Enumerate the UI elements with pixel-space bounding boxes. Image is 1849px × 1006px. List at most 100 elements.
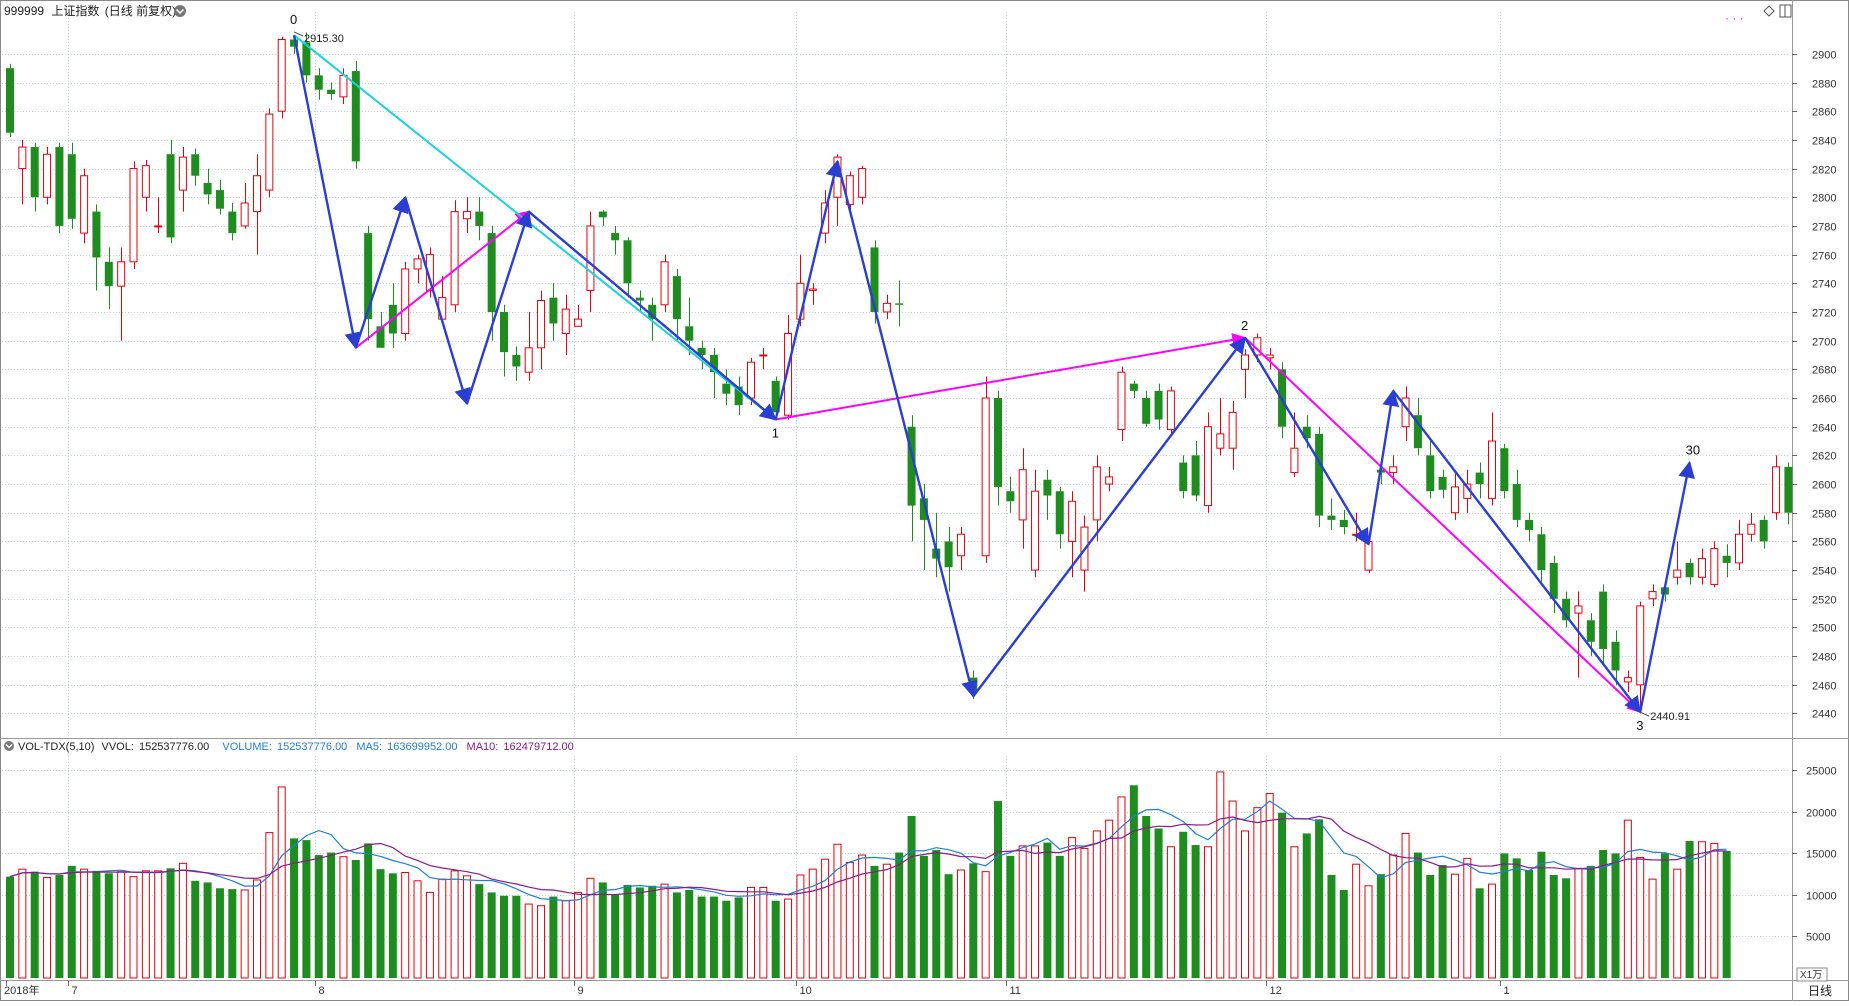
volume-bar [1475, 888, 1484, 978]
candle [1722, 544, 1731, 578]
candle [771, 376, 780, 420]
volume-bar [6, 876, 14, 978]
volume-bar [450, 870, 459, 979]
volume-bar [1352, 863, 1361, 979]
candle [1562, 591, 1571, 628]
volume-bar [635, 887, 644, 978]
price-axis: 2440 2460 2480 2500 2520 2540 2560 2580 2600 2620… [1792, 50, 1836, 721]
candle [858, 165, 867, 205]
volume-bar [228, 889, 237, 978]
panel-toggle-icon[interactable] [1779, 4, 1792, 18]
candle [191, 148, 200, 186]
volume-bar [462, 875, 471, 979]
wave-segment [527, 210, 777, 421]
chart-mode: (日线 前复权) [105, 3, 176, 18]
volume-bar [92, 870, 101, 978]
candle [1315, 426, 1324, 528]
candle [1413, 398, 1422, 456]
candle [1784, 462, 1793, 525]
price-tick-label: 2660 [1812, 394, 1836, 406]
volume-tick-label: 15000 [1806, 849, 1837, 861]
price-tick-label: 2500 [1812, 623, 1836, 635]
volume-bar [141, 870, 150, 979]
volume-bar [339, 856, 348, 979]
wave-segment [1244, 337, 1642, 714]
candle [104, 247, 113, 310]
candle [1154, 383, 1163, 430]
volume-bar [1080, 847, 1089, 979]
candle [1191, 441, 1200, 502]
volume-bar [240, 889, 249, 979]
volume-bar [1241, 830, 1249, 979]
volume-bar [771, 900, 780, 978]
wave-segment [354, 195, 409, 349]
volume-bar [808, 868, 817, 979]
period-label[interactable]: 日线 [1808, 984, 1832, 998]
volume-bar [796, 874, 805, 979]
price-tick-label: 2540 [1812, 566, 1836, 578]
volume-bar [586, 877, 595, 979]
candle [1648, 584, 1657, 606]
candle [1043, 469, 1052, 520]
wave-label: 0 [290, 12, 297, 27]
price-tick-label: 2580 [1812, 509, 1836, 521]
wave-segment [972, 336, 1247, 698]
candle [895, 280, 904, 327]
price-tick-label: 2440 [1812, 709, 1836, 721]
candle [6, 63, 14, 138]
volume-bar [944, 874, 953, 978]
wave-label: 3 [1636, 718, 1643, 733]
volume-bar [277, 786, 286, 979]
volume-bar [1203, 846, 1212, 979]
volume-bar [1006, 855, 1015, 978]
volume-bar [253, 879, 261, 979]
volume-bar [1117, 796, 1126, 979]
diamond-icon[interactable] [1763, 5, 1775, 17]
price-tick-label: 2760 [1812, 251, 1836, 263]
date-tick-label: 9 [578, 985, 584, 997]
volume-bar [969, 863, 978, 978]
volume-bar [290, 838, 299, 978]
price-tick-label: 2680 [1812, 365, 1836, 377]
symbol-name: 上证指数 [51, 3, 99, 18]
volume-bar [1426, 874, 1435, 978]
wave-segment [465, 209, 533, 405]
ma5-label: MA5: [356, 741, 382, 753]
candle [1623, 670, 1632, 692]
volume-bar [351, 860, 360, 978]
volume-bar [1265, 793, 1274, 979]
volume-bar [833, 843, 842, 979]
candle [1710, 541, 1719, 588]
candle [1512, 469, 1521, 528]
chevron-down-icon[interactable] [174, 5, 186, 17]
price-tick-label: 2860 [1812, 107, 1836, 119]
chevron-down-icon[interactable] [4, 741, 14, 751]
volume-bar [1129, 785, 1138, 978]
volume-indicator: VOL-TDX(5,10) [18, 741, 94, 753]
menu-dots[interactable]: · · · [1725, 11, 1744, 25]
volume-bar [722, 900, 731, 978]
candle [141, 159, 150, 212]
candle [1241, 349, 1249, 399]
volume-bar [1055, 855, 1064, 978]
volume-bar [117, 871, 126, 979]
date-tick-label: 2018年 [4, 983, 39, 997]
candle [1500, 443, 1509, 499]
chart-header: 999999 上证指数 (日线 前复权) · · · [4, 3, 1792, 25]
volume-bar [1401, 832, 1410, 979]
volume-bar [1586, 865, 1595, 978]
volume-bar [104, 873, 113, 978]
volume-bar [759, 886, 768, 979]
candle [1179, 455, 1188, 499]
candle [512, 346, 521, 381]
candle [1525, 512, 1534, 542]
candle [648, 297, 657, 341]
volume-bar [18, 868, 27, 979]
candle [549, 283, 558, 341]
volume-bar [660, 883, 669, 979]
candle [1599, 584, 1608, 664]
volume-bar [1166, 846, 1175, 979]
candle [1031, 469, 1040, 578]
candle [364, 225, 373, 341]
